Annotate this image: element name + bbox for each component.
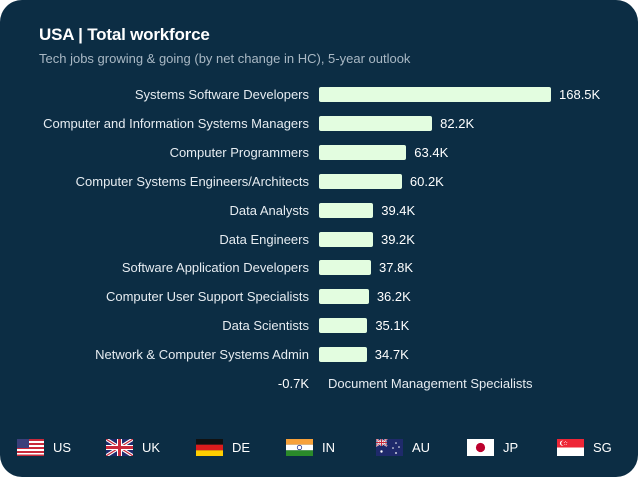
country-de[interactable]: DE <box>196 436 250 458</box>
country-us[interactable]: US <box>17 436 71 458</box>
value-label: 35.1K <box>375 318 410 334</box>
category-label: Data Engineers <box>219 231 309 247</box>
bar <box>319 318 368 334</box>
bar <box>319 87 551 102</box>
de-flag-icon <box>196 438 223 456</box>
bar-row: Data Scientists 35.1K <box>0 317 638 335</box>
bar <box>319 260 372 276</box>
bar-chart: Systems Software Developers 168.5K Compute… <box>0 86 638 393</box>
country-code: IN <box>322 439 335 455</box>
bar-row: Computer and Information Systems Manager… <box>0 115 638 133</box>
country-uk[interactable]: UK <box>106 436 160 458</box>
uk-flag-icon <box>106 438 133 456</box>
value-label: 39.2K <box>380 231 415 247</box>
country-code: AU <box>412 439 431 455</box>
country-code: JP <box>503 439 519 455</box>
country-code: SG <box>593 439 612 455</box>
bar <box>319 144 407 160</box>
value-label: 82.2K <box>440 115 475 131</box>
chart-subtitle: Tech jobs growing & going (by net change… <box>39 51 411 66</box>
country-code: US <box>53 439 72 455</box>
value-label: 60.2K <box>409 173 444 189</box>
category-label: Systems Software Developers <box>134 87 309 102</box>
bar <box>319 231 373 247</box>
bar <box>319 173 402 189</box>
category-label: Network & Computer Systems Admin <box>95 347 309 363</box>
country-jp[interactable]: JP <box>467 436 518 458</box>
category-label: Computer and Information Systems Manager… <box>43 115 309 131</box>
country-selector: US UK DE <box>0 436 638 458</box>
value-label: 63.4K <box>414 144 449 160</box>
value-label: 36.2K <box>376 289 411 305</box>
country-code: UK <box>142 439 161 455</box>
category-label: Computer User Support Specialists <box>105 289 309 305</box>
category-label: Computer Programmers <box>169 144 309 160</box>
category-label: Software Application Developers <box>121 260 309 276</box>
bar-row: Document Management Specialists -0.7K <box>0 375 638 393</box>
bar-row: Computer Programmers 63.4K <box>0 144 638 162</box>
in-flag-icon <box>286 438 313 456</box>
country-in[interactable]: IN <box>286 436 335 458</box>
value-label: 39.4K <box>381 202 416 218</box>
bar-row: Software Application Developers 37.8K <box>0 259 638 277</box>
category-label: Document Management Specialists <box>328 376 533 391</box>
bar-row: Computer User Support Specialists 36.2K <box>0 288 638 306</box>
us-flag-icon <box>17 438 44 456</box>
country-code: DE <box>232 439 251 455</box>
bar-row: Data Analysts 39.4K <box>0 202 638 220</box>
bar-row: Computer Systems Engineers/Architects 60.… <box>0 173 638 191</box>
value-label: 37.8K <box>379 260 414 276</box>
chart-title: USA | Total workforce <box>39 25 210 44</box>
jp-flag-icon <box>467 438 494 456</box>
bar-row: Network & Computer Systems Admin 34.7K <box>0 346 638 364</box>
country-sg[interactable]: SG <box>557 436 612 458</box>
category-label: Computer Systems Engineers/Architects <box>75 173 309 189</box>
value-label: 168.5K <box>559 87 601 102</box>
bar <box>319 347 367 363</box>
value-label: -0.7K <box>277 376 309 391</box>
bar-row: Systems Software Developers 168.5K <box>0 86 638 104</box>
bar <box>319 202 374 218</box>
au-flag-icon <box>376 438 403 456</box>
category-label: Data Analysts <box>229 202 310 218</box>
bar-row: Data Engineers 39.2K <box>0 231 638 249</box>
value-label: 34.7K <box>374 347 409 363</box>
category-label: Data Scientists <box>222 318 309 334</box>
country-au[interactable]: AU <box>376 436 430 458</box>
bar <box>319 289 369 305</box>
sg-flag-icon <box>557 438 584 456</box>
bar <box>319 115 433 131</box>
